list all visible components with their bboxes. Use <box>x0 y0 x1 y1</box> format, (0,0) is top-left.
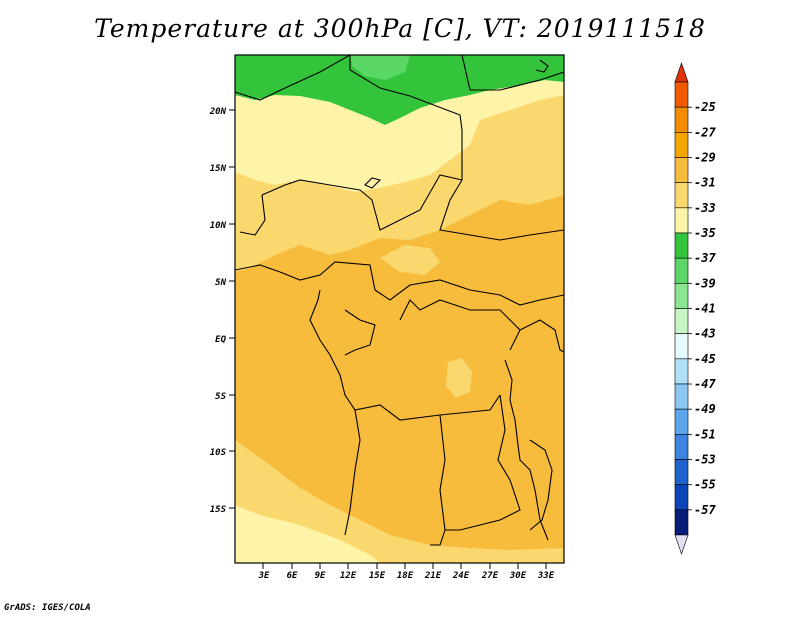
lon-label: 30E <box>509 571 527 581</box>
colorbar-swatch <box>674 81 689 108</box>
colorbar-swatch <box>674 257 689 284</box>
lon-label: 21E <box>424 571 442 581</box>
colorbar: -25 -27 -29 -31 -33 -35 -37 -39 -41 -43 -45 -47 -49 -… <box>674 62 716 555</box>
field-31-33-center <box>380 245 440 275</box>
colorbar-label: -53 <box>694 453 716 467</box>
lon-label: 33E <box>537 571 555 581</box>
colorbar-label: -31 <box>694 176 716 190</box>
colorbar-label: -47 <box>694 377 716 391</box>
lat-label: 15S <box>210 505 227 515</box>
colorbar-label: -43 <box>694 327 716 341</box>
colorbar-label: -41 <box>694 302 716 316</box>
latitude-axis: 20N 15N 10N 5N EQ 5S 10S 15S <box>209 107 235 515</box>
colorbar-bottom-arrow <box>674 534 689 555</box>
lon-label: 15E <box>369 571 386 581</box>
colorbar-swatch <box>674 207 689 234</box>
chart-title: Temperature at 300hPa [C], VT: 201911151… <box>94 14 706 43</box>
lon-label: 12E <box>340 571 357 581</box>
colorbar-swatch <box>674 358 689 385</box>
colorbar-swatch <box>674 232 689 259</box>
lon-label: 9E <box>315 571 326 581</box>
lat-label: 5S <box>215 392 226 402</box>
colorbar-swatch <box>674 182 689 209</box>
field-35-37 <box>235 55 564 125</box>
colorbar-label: -35 <box>694 226 716 240</box>
colorbar-label: -55 <box>694 478 716 492</box>
colorbar-label: -51 <box>694 427 716 441</box>
colorbar-swatch <box>674 484 689 511</box>
lon-label: 18E <box>397 571 414 581</box>
colorbar-swatch <box>674 308 689 334</box>
colorbar-swatch <box>674 408 689 435</box>
lat-label: 20N <box>209 107 227 117</box>
colorbar-swatch <box>674 132 689 158</box>
map-frame <box>234 54 565 564</box>
colorbar-label: -25 <box>694 100 716 114</box>
temperature-field <box>235 55 564 563</box>
colorbar-label: -29 <box>694 151 716 165</box>
field-37-39 <box>350 55 410 80</box>
lat-label: 5N <box>215 278 226 288</box>
grads-credit: GrADS: IGES/COLA <box>4 603 91 613</box>
lat-label: EQ <box>215 335 226 345</box>
colorbar-swatch <box>674 383 689 410</box>
lat-label: 15N <box>210 164 227 174</box>
colorbar-label: -45 <box>694 352 716 366</box>
longitude-axis: 3E 6E 9E 12E 15E 18E 21E 24E 27E 30E 33E <box>258 563 555 581</box>
colorbar-swatch <box>674 157 689 183</box>
colorbar-swatch <box>674 283 689 309</box>
colorbar-label: -33 <box>694 201 716 215</box>
lon-label: 6E <box>287 571 298 581</box>
colorbar-label: -37 <box>694 251 716 265</box>
colorbar-label: -57 <box>694 503 716 517</box>
colorbar-label: -27 <box>694 125 716 139</box>
colorbar-top-arrow <box>674 62 689 83</box>
lat-label: 10S <box>210 448 227 458</box>
colorbar-swatch <box>674 434 689 460</box>
field-33-35-south <box>235 505 380 563</box>
colorbar-swatch <box>674 459 689 485</box>
country-borders <box>235 55 564 546</box>
field-31-33-island <box>446 358 472 398</box>
colorbar-swatch <box>674 509 689 536</box>
lon-label: 3E <box>258 571 270 581</box>
lon-label: 24E <box>452 571 470 581</box>
colorbar-swatch <box>674 333 689 360</box>
lon-label: 27E <box>481 571 499 581</box>
colorbar-label: -49 <box>694 402 716 416</box>
colorbar-swatch <box>674 106 689 133</box>
lat-label: 10N <box>210 221 227 231</box>
colorbar-label: -39 <box>694 276 716 290</box>
